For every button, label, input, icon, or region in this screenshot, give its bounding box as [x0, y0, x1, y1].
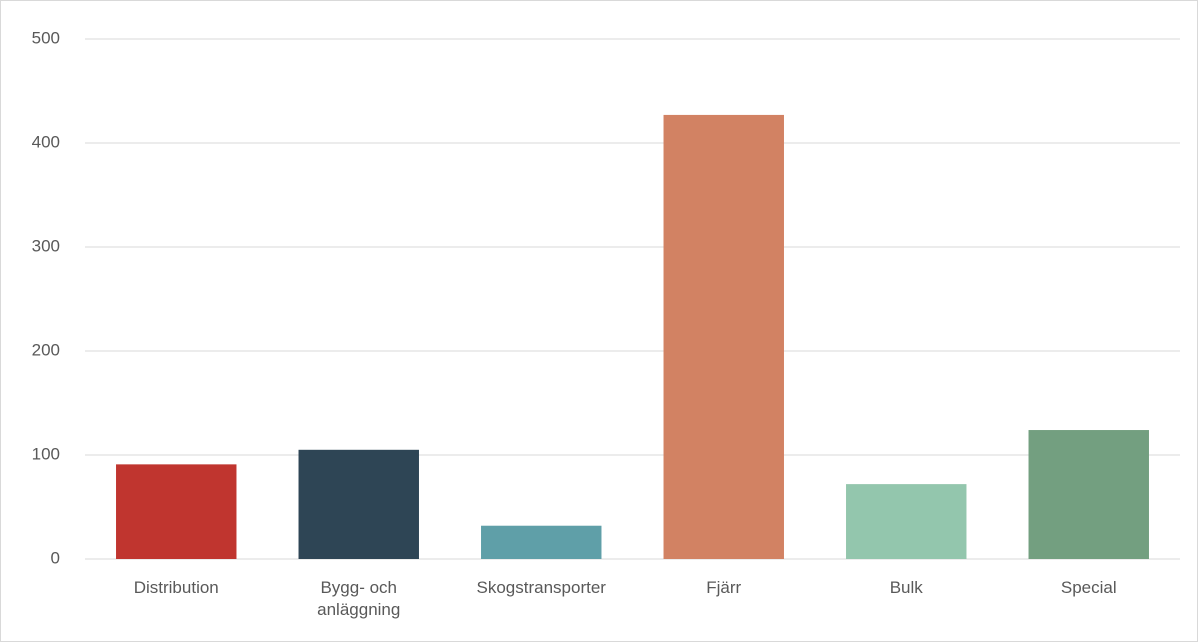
x-tick-label: Distribution — [133, 578, 219, 597]
y-tick-label: 0 — [51, 548, 60, 567]
x-tick-label: Bulk — [889, 578, 923, 597]
bar — [846, 484, 967, 559]
y-tick-label: 300 — [32, 236, 60, 255]
bar — [1028, 430, 1149, 559]
x-tick-label: Bygg- och anläggning — [317, 578, 401, 619]
y-tick-label: 100 — [32, 444, 60, 463]
x-tick-label: Skogstransporter — [476, 578, 606, 597]
y-tick-label: 500 — [32, 28, 60, 47]
bar — [663, 114, 784, 560]
bar — [481, 525, 602, 559]
bar — [116, 464, 237, 559]
y-tick-label: 200 — [32, 340, 60, 359]
y-tick-label: 400 — [32, 132, 60, 151]
bar — [298, 449, 419, 559]
x-tick-label: Special — [1060, 578, 1117, 597]
x-tick-label: Fjärr — [706, 578, 742, 597]
